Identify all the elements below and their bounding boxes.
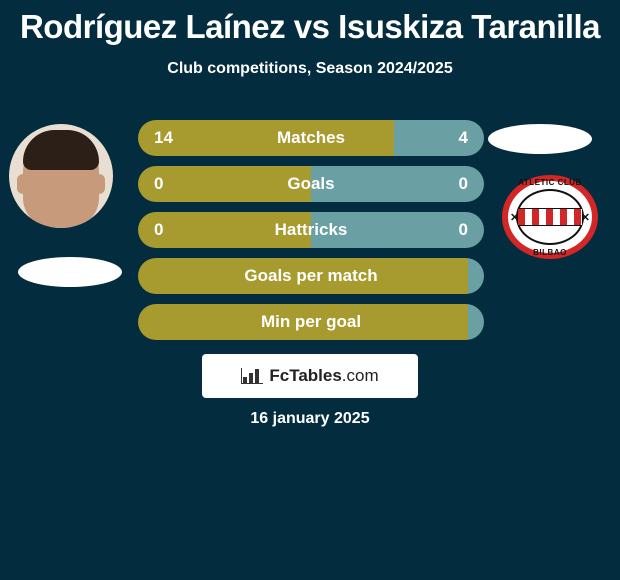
badge-top-text: ATLETIC CLUB — [498, 178, 602, 187]
bar-row: 144Matches — [138, 120, 484, 156]
bar-row: Min per goal — [138, 304, 484, 340]
bar-left-segment: 0 — [138, 212, 311, 248]
page-title: Rodríguez Laínez vs Isuskiza Taranilla — [0, 0, 620, 46]
bar-row: Goals per match — [138, 258, 484, 294]
bar-row: 00Goals — [138, 166, 484, 202]
bar-right-segment: 0 — [311, 212, 484, 248]
bar-right-segment: 0 — [311, 166, 484, 202]
date-text: 16 january 2025 — [0, 410, 620, 428]
subtitle: Club competitions, Season 2024/2025 — [0, 60, 620, 78]
bar-right-segment — [468, 258, 484, 294]
brand-text: FcTables.com — [269, 366, 378, 386]
player-right-club-badge: ATLETIC CLUB ✕ ✕ BILBAO — [498, 175, 602, 265]
bar-right-segment: 4 — [394, 120, 484, 156]
chart-icon — [241, 368, 263, 384]
bar-left-segment: 0 — [138, 166, 311, 202]
team-left-ellipse — [18, 257, 122, 287]
comparison-bars: 144Matches00Goals00HattricksGoals per ma… — [138, 120, 484, 350]
bar-right-segment — [468, 304, 484, 340]
bar-left-segment: 14 — [138, 120, 394, 156]
bar-right-value: 0 — [459, 174, 468, 194]
infographic-root: Rodríguez Laínez vs Isuskiza Taranilla C… — [0, 0, 620, 580]
bar-row: 00Hattricks — [138, 212, 484, 248]
brand-watermark: FcTables.com — [202, 354, 418, 398]
bar-left-segment — [138, 304, 468, 340]
player-left-avatar — [9, 124, 113, 228]
badge-bottom-text: BILBAO — [498, 248, 602, 257]
bar-left-value: 14 — [154, 128, 173, 148]
bar-right-value: 4 — [459, 128, 468, 148]
bar-left-segment — [138, 258, 468, 294]
team-right-ellipse — [488, 124, 592, 154]
bar-left-value: 0 — [154, 174, 163, 194]
bar-left-value: 0 — [154, 220, 163, 240]
bar-right-value: 0 — [459, 220, 468, 240]
